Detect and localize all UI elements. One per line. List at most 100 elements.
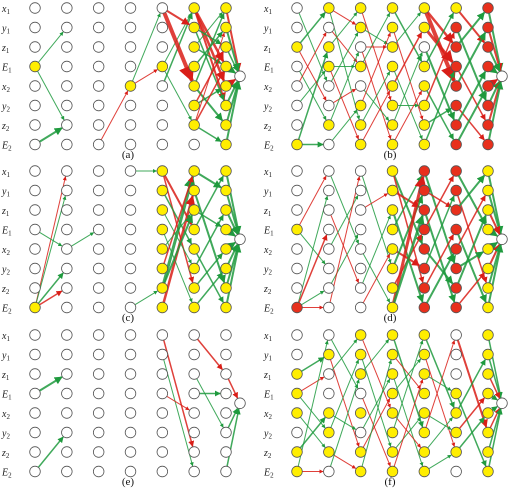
- neuron-node: [354, 80, 367, 92]
- output-node: [496, 397, 508, 409]
- neuron-node: [124, 60, 137, 73]
- neuron-node: [156, 368, 169, 380]
- neuron-node: [482, 204, 494, 216]
- neuron-node: [418, 138, 431, 151]
- neuron-node: [156, 387, 169, 400]
- neuron-node: [156, 243, 169, 255]
- neuron-node: [450, 138, 462, 151]
- panel-f: x1 y1 z1 E1 x2 y2 z2 E2 (f): [263, 329, 508, 488]
- neuron-node: [354, 138, 367, 151]
- panel-caption: (b): [384, 149, 397, 161]
- edge: [163, 359, 194, 467]
- neuron-node: [220, 60, 232, 73]
- edge: [361, 12, 392, 101]
- neuron-node: [323, 204, 335, 216]
- neuron-node: [156, 41, 169, 53]
- neuron-node: [92, 262, 105, 275]
- neuron-node: [124, 368, 137, 380]
- neuron-node: [188, 119, 200, 131]
- neuron-node: [92, 165, 105, 177]
- edge: [330, 51, 359, 121]
- neuron-node: [450, 301, 462, 314]
- neuron-node: [92, 223, 105, 236]
- neuron-node: [450, 446, 462, 458]
- edge: [134, 290, 158, 306]
- neuron-node: [386, 465, 399, 478]
- panel-caption: (f): [385, 476, 396, 488]
- neuron-node: [386, 80, 399, 92]
- neuron-node: [386, 41, 399, 53]
- edge: [394, 51, 423, 121]
- neuron-node: [61, 329, 73, 341]
- neuron-node: [156, 426, 169, 439]
- neuron-node: [220, 282, 232, 294]
- edge: [39, 231, 63, 247]
- neuron-node: [29, 446, 41, 458]
- neuron-node: [291, 426, 303, 439]
- neuron-node: [291, 446, 303, 458]
- edge: [35, 195, 67, 303]
- edge: [196, 89, 224, 122]
- neuron-node: [418, 407, 431, 419]
- edge: [394, 12, 423, 62]
- edge: [39, 290, 63, 306]
- neuron-node: [354, 387, 367, 400]
- neuron-node: [220, 138, 232, 151]
- neuron-node: [188, 465, 200, 478]
- neuron-node: [61, 21, 73, 34]
- edge: [299, 12, 326, 44]
- edge: [162, 12, 194, 83]
- neuron-node: [291, 329, 303, 341]
- input-label: z2: [263, 284, 272, 296]
- input-label: y2: [1, 265, 10, 277]
- neuron-node: [156, 329, 169, 341]
- edge: [198, 29, 222, 45]
- edge: [227, 378, 239, 399]
- edge: [196, 175, 224, 226]
- edge: [196, 378, 224, 428]
- neuron-node: [124, 138, 137, 151]
- output-node: [234, 397, 246, 409]
- input-label: x2: [1, 409, 10, 421]
- neuron-node: [92, 348, 105, 361]
- neuron-node: [220, 329, 232, 341]
- neuron-node: [386, 282, 399, 294]
- neuron-node: [29, 165, 41, 177]
- neuron-node: [156, 262, 169, 275]
- neuron-node: [29, 223, 41, 236]
- neuron-node: [450, 119, 462, 131]
- neuron-node: [450, 223, 462, 236]
- neuron-node: [323, 262, 335, 275]
- neuron-node: [29, 262, 41, 275]
- input-label: E2: [263, 468, 274, 480]
- neuron-node: [482, 165, 494, 177]
- input-label: E2: [1, 141, 12, 153]
- neuron-node: [386, 60, 399, 73]
- edge: [489, 378, 501, 399]
- input-label: x1: [1, 167, 10, 179]
- neuron-node: [323, 282, 335, 294]
- neuron-node: [418, 165, 431, 177]
- neuron-node: [386, 204, 399, 216]
- edge: [198, 49, 222, 65]
- edge: [364, 193, 388, 208]
- neuron-node: [482, 119, 494, 131]
- edge: [361, 175, 392, 264]
- neuron-node: [188, 138, 200, 151]
- neuron-node: [354, 329, 367, 341]
- neuron-node: [156, 99, 169, 112]
- neuron-node: [482, 465, 494, 478]
- neuron-node: [124, 243, 137, 255]
- neuron-node: [354, 60, 367, 73]
- edge: [198, 127, 222, 143]
- neuron-node: [482, 2, 494, 14]
- neuron-node: [291, 282, 303, 294]
- edge: [330, 195, 359, 245]
- neuron-node: [220, 262, 232, 275]
- neuron-node: [291, 368, 303, 380]
- edge: [362, 253, 391, 304]
- edge: [428, 107, 452, 123]
- neuron-node: [29, 2, 41, 14]
- input-label: E2: [1, 468, 12, 480]
- neuron-node: [482, 41, 494, 53]
